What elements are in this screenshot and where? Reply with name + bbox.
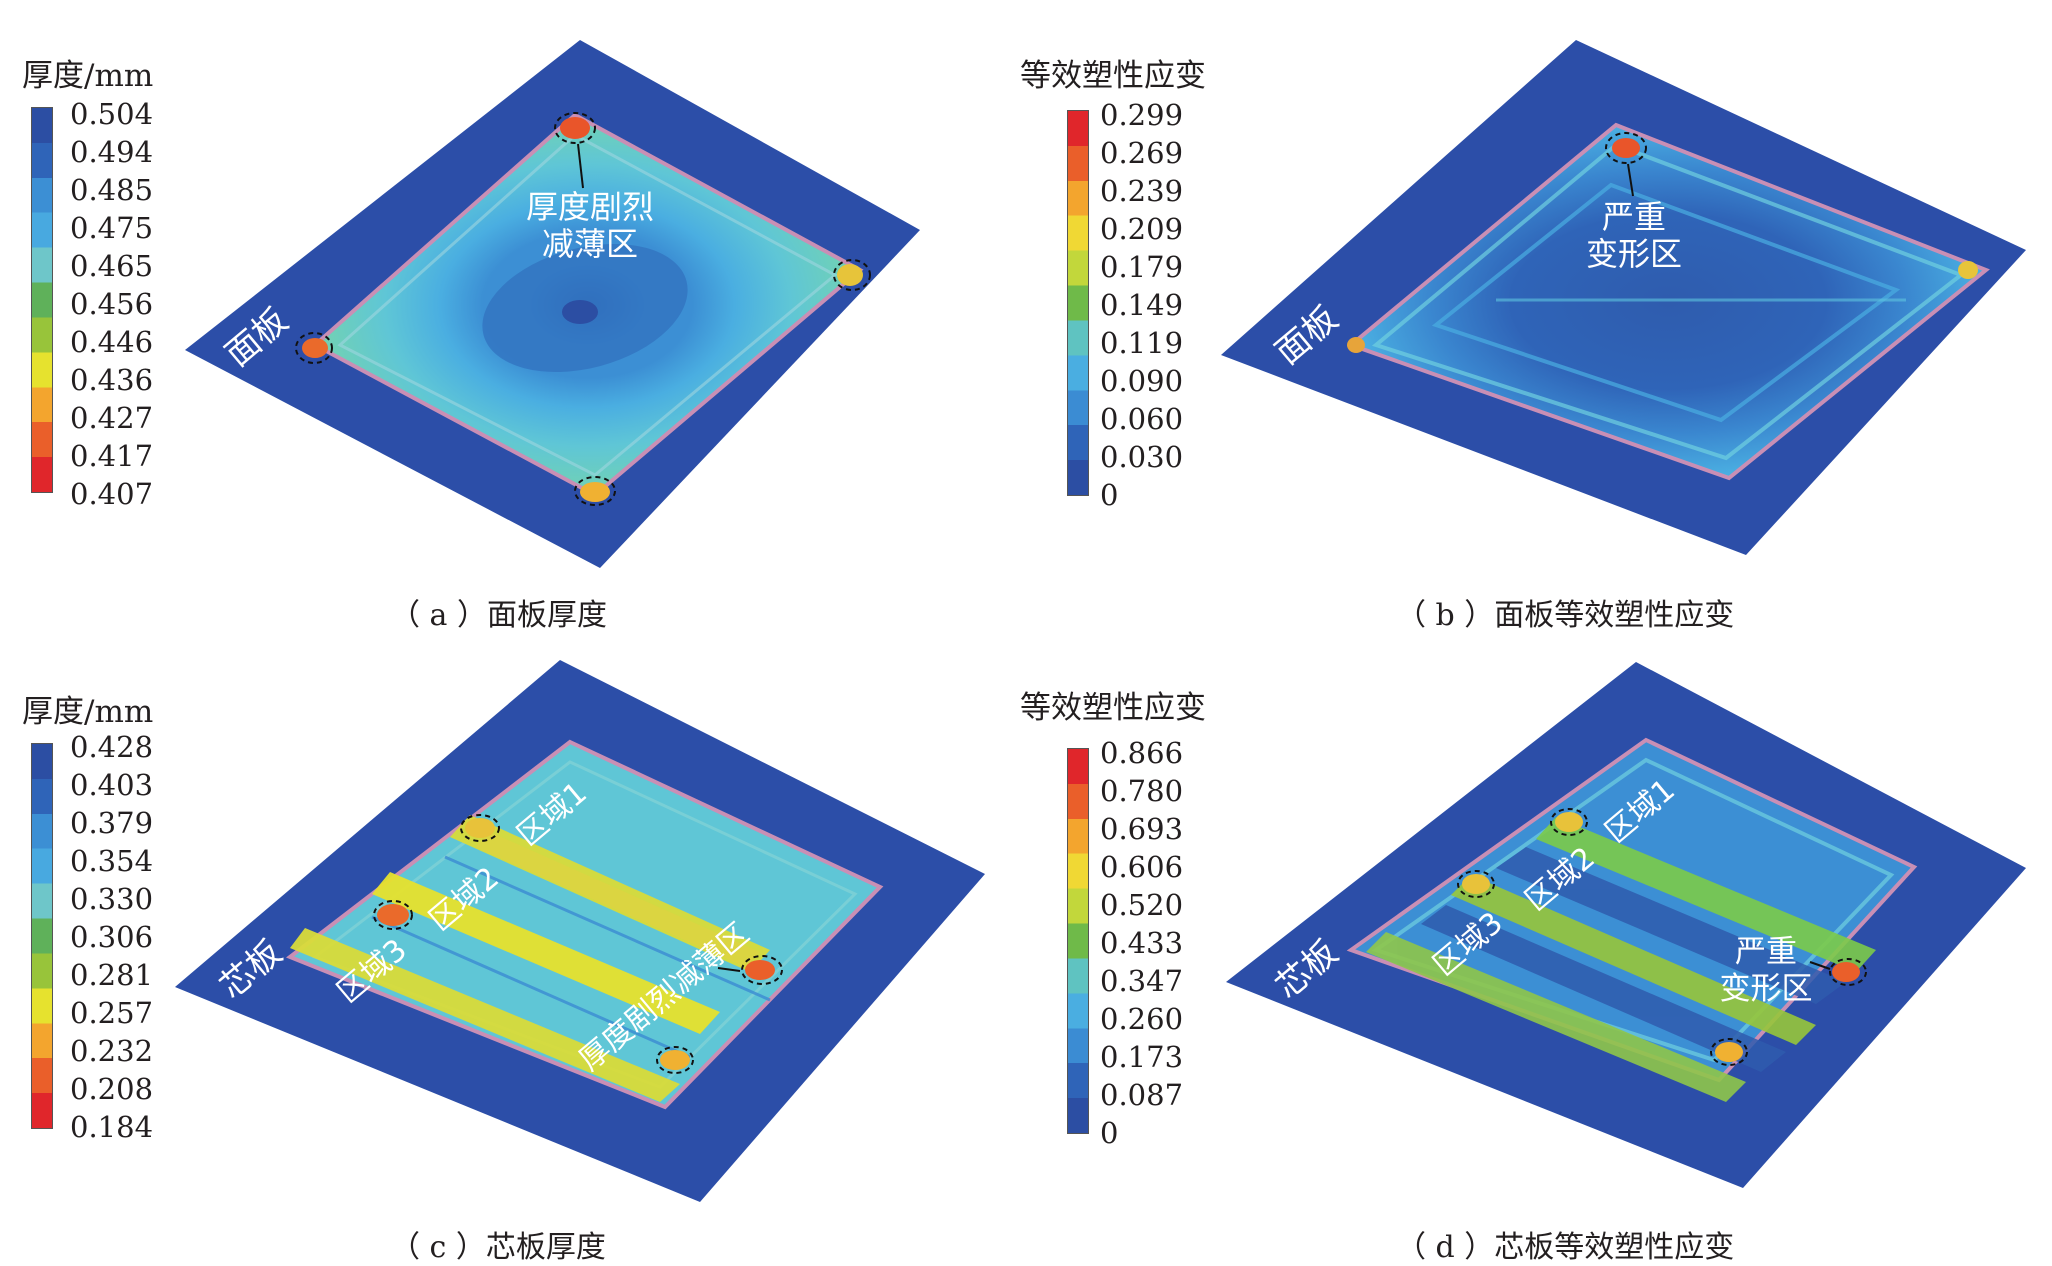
- legend-tick-label: 0.060: [1100, 402, 1184, 436]
- callout-a-line2: 减薄区: [542, 225, 638, 263]
- colorbar-c: [31, 743, 53, 1129]
- callout-b-line1: 严重: [1602, 198, 1666, 236]
- legend-tick-label: 0.403: [70, 768, 154, 802]
- plate-d-graphic: 芯板 区域1 区域2 区域3 严重 变形区: [1226, 662, 2026, 1188]
- legend-tick-label: 0.257: [70, 996, 154, 1030]
- legend-title-a: 厚度/mm: [22, 58, 154, 94]
- callout-d-line2: 变形区: [1720, 971, 1813, 1007]
- legend-tick-label: 0: [1100, 478, 1119, 512]
- legend-tick-label: 0.433: [1100, 926, 1184, 960]
- strain-strips-d: [1366, 817, 1876, 1102]
- legend-tick-label: 0.427: [70, 401, 154, 435]
- legend-tick-label: 0.475: [70, 211, 154, 245]
- legend-tick-label: 0.504: [70, 97, 154, 131]
- callout-d-line1: 严重: [1735, 934, 1797, 970]
- legend-tick-label: 0.209: [1100, 212, 1184, 246]
- legend-tick-label: 0.693: [1100, 812, 1184, 846]
- callout-a-line1: 厚度剧烈: [526, 188, 654, 226]
- legend-tick-label: 0.606: [1100, 850, 1184, 884]
- panel-c: 芯板 区域1 区域2 区域3 厚度剧烈减薄区 厚度/mm 0.428 0.403 0…: [0, 632, 1026, 1265]
- legend-tick-label: 0.030: [1100, 440, 1184, 474]
- legend-tick-label: 0.208: [70, 1072, 154, 1106]
- caption-d: （ d ）芯板等效塑性应变: [1396, 1230, 1735, 1265]
- legend-title-c: 厚度/mm: [22, 694, 154, 730]
- legend-tick-label: 0.780: [1100, 774, 1184, 808]
- legend-tick-label: 0.260: [1100, 1002, 1184, 1036]
- legend-tick-label: 0.299: [1100, 98, 1184, 132]
- legend-tick-label: 0: [1100, 1116, 1119, 1150]
- legend-tick-label: 0.149: [1100, 288, 1184, 322]
- legend-title-d: 等效塑性应变: [1020, 690, 1206, 726]
- critical-zone-markers-d: [1457, 808, 1867, 1066]
- caption-c: （ c ）芯板厚度: [390, 1230, 606, 1265]
- panel-d: 芯板 区域1 区域2 区域3 严重 变形区 等效塑性应变 0.866 0.780 0…: [1020, 632, 2052, 1265]
- critical-zone-markers-c: [373, 814, 783, 1074]
- panel-a: 面板 厚度剧烈 减薄区 厚度/mm 0.504 0.494 0.485 0.475 0.…: [0, 0, 1026, 633]
- legend-tick-label: 0.485: [70, 173, 154, 207]
- callout-b-line2: 变形区: [1586, 235, 1682, 273]
- legend-tick-label: 0.269: [1100, 136, 1184, 170]
- legend-tick-label: 0.417: [70, 439, 154, 473]
- caption-a: （ a ）面板厚度: [390, 598, 607, 633]
- legend-tick-label: 0.239: [1100, 174, 1184, 208]
- colorbar-a: [31, 107, 53, 493]
- critical-zone-markers-a: [295, 112, 871, 506]
- thinning-strips-c: [290, 815, 770, 1102]
- legend-tick-label: 0.379: [70, 806, 154, 840]
- legend-tick-label: 0.446: [70, 325, 154, 359]
- colorbar-d: [1067, 748, 1089, 1134]
- caption-b: （ b ）面板等效塑性应变: [1396, 598, 1735, 633]
- legend-tick-label: 0.407: [70, 477, 154, 511]
- legend-tick-label: 0.281: [70, 958, 154, 992]
- legend-tick-label: 0.866: [1100, 736, 1184, 770]
- legend-tick-label: 0.330: [70, 882, 154, 916]
- legend-tick-label: 0.306: [70, 920, 154, 954]
- plate-a-graphic: 面板 厚度剧烈 减薄区: [185, 40, 920, 568]
- legend-tick-label: 0.090: [1100, 364, 1184, 398]
- colorbar-b: [1067, 110, 1089, 496]
- panel-b: 面板 严重 变形区 等效塑性应变 0.299 0.269 0.239 0.209 0.1…: [1020, 0, 2052, 633]
- legend-tick-label: 0.354: [70, 844, 154, 878]
- legend-tick-label: 0.119: [1100, 326, 1184, 360]
- legend-tick-label: 0.173: [1100, 1040, 1184, 1074]
- critical-zone-markers-b: [1605, 132, 1647, 164]
- legend-tick-label: 0.456: [70, 287, 154, 321]
- legend-title-b: 等效塑性应变: [1020, 58, 1206, 94]
- legend-tick-label: 0.436: [70, 363, 154, 397]
- legend-tick-label: 0.428: [70, 730, 154, 764]
- legend-tick-label: 0.232: [70, 1034, 154, 1068]
- legend-tick-label: 0.520: [1100, 888, 1184, 922]
- plate-c-graphic: 芯板 区域1 区域2 区域3 厚度剧烈减薄区: [175, 660, 985, 1202]
- legend-tick-label: 0.465: [70, 249, 154, 283]
- legend-tick-label: 0.087: [1100, 1078, 1184, 1112]
- legend-tick-label: 0.184: [70, 1110, 154, 1144]
- plate-b-graphic: 面板 严重 变形区: [1221, 40, 2026, 555]
- legend-tick-label: 0.179: [1100, 250, 1184, 284]
- legend-tick-label: 0.347: [1100, 964, 1184, 998]
- legend-tick-label: 0.494: [70, 135, 154, 169]
